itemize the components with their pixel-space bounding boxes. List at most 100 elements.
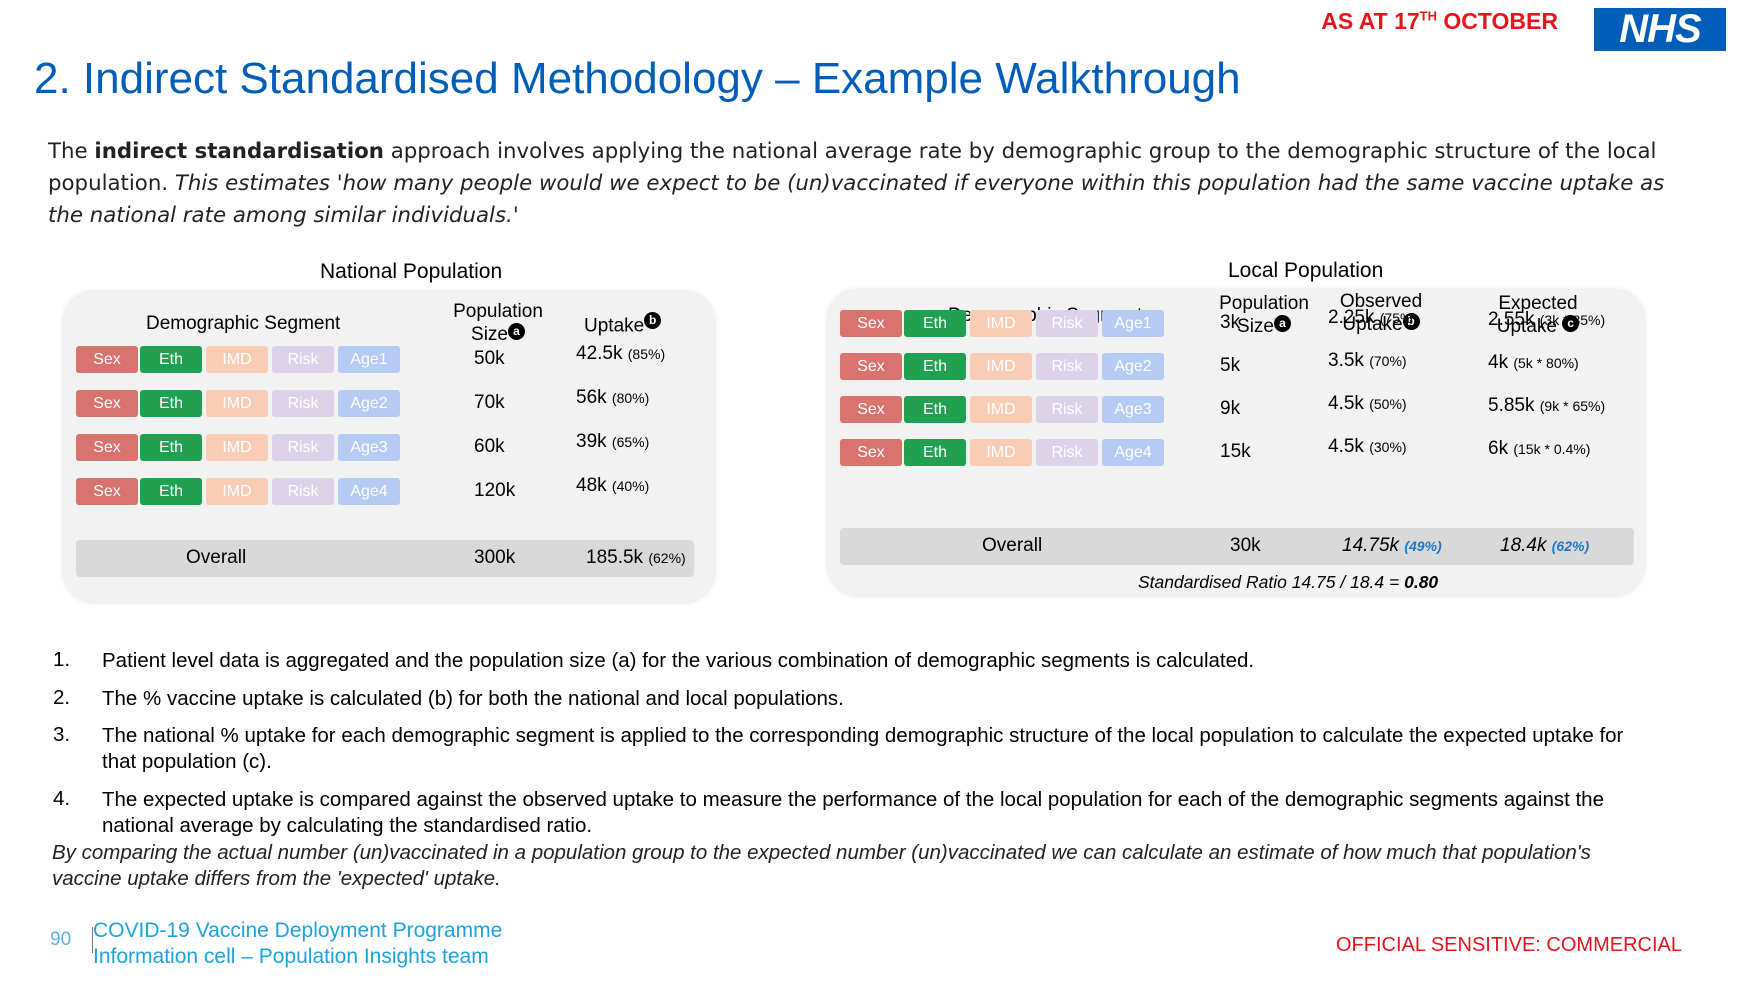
national-pop-cell: 70k bbox=[474, 392, 505, 413]
local-observed-cell: 4.5k (30%) bbox=[1328, 436, 1407, 458]
uptake-pct: (65%) bbox=[611, 434, 650, 450]
observed-pct: (75%) bbox=[1379, 310, 1418, 326]
standardised-ratio: Standardised Ratio 14.75 / 18.4 = 0.80 bbox=[1138, 572, 1439, 592]
local-overall-label: Overall bbox=[982, 535, 1043, 556]
segment-chip: Eth bbox=[140, 478, 202, 505]
page-title: 2. Indirect Standardised Methodology – E… bbox=[34, 54, 1241, 103]
expected-calc: (15k * 0.4%) bbox=[1513, 441, 1591, 457]
national-uptake-cell: 48k (40%) bbox=[576, 475, 649, 497]
uptake-value: 56k bbox=[576, 387, 607, 408]
local-observed-cell: 2.25k (75%) bbox=[1328, 307, 1417, 329]
local-observed-cell: 3.5k (70%) bbox=[1328, 350, 1407, 372]
segment-chip: Sex bbox=[840, 353, 902, 380]
national-uptake-cell: 39k (65%) bbox=[576, 431, 649, 453]
local-overall-pop: 30k bbox=[1230, 535, 1261, 556]
uptake-value: 42.5k bbox=[576, 343, 623, 364]
uptake-pct: (80%) bbox=[611, 390, 650, 406]
observed-pct: (30%) bbox=[1369, 439, 1407, 455]
segment-chip: Eth bbox=[140, 434, 202, 461]
segment-chip: IMD bbox=[970, 310, 1032, 337]
local-expected-cell: 5.85k (9k * 65%) bbox=[1488, 395, 1605, 417]
segment-chip: Risk bbox=[1036, 439, 1098, 466]
uptake-value: 48k bbox=[576, 475, 607, 496]
uptake-pct: (85%) bbox=[627, 346, 666, 362]
segment-chip: Age2 bbox=[1102, 353, 1164, 380]
local-col-observed: Observed Uptake b bbox=[1339, 291, 1423, 335]
segment-chip: IMD bbox=[970, 439, 1032, 466]
local-pop-cell: 5k bbox=[1220, 355, 1241, 376]
national-panel-title: National Population bbox=[320, 260, 503, 283]
national-uptake-cell: 42.5k (85%) bbox=[576, 343, 665, 365]
segment-chip: Age4 bbox=[338, 478, 400, 505]
local-overall-expected: 18.4k (62%) bbox=[1500, 535, 1590, 556]
segment-chip: Risk bbox=[1036, 310, 1098, 337]
local-panel-title: Local Population bbox=[1228, 259, 1384, 282]
footer-divider bbox=[92, 927, 93, 953]
segment-chip: Risk bbox=[272, 390, 334, 417]
local-overall-observed: 14.75k (49%) bbox=[1342, 535, 1442, 556]
national-overall-row: Overall 300k 185.5k (62%) bbox=[76, 540, 694, 577]
expected-calc: (3k * 85%) bbox=[1539, 312, 1606, 328]
segment-chip: IMD bbox=[206, 434, 268, 461]
as-at-date: AS AT 17TH OCTOBER bbox=[1321, 8, 1558, 34]
badge-a-icon: a bbox=[1273, 315, 1291, 332]
segment-chip: Sex bbox=[76, 478, 138, 505]
segment-chip: Eth bbox=[904, 353, 966, 380]
segment-chip: Age1 bbox=[1102, 310, 1164, 337]
national-overall-label: Overall bbox=[186, 547, 247, 568]
segment-chip: Risk bbox=[272, 478, 334, 505]
segment-chip: Risk bbox=[1036, 396, 1098, 423]
badge-b-icon: b bbox=[644, 312, 662, 329]
observed-value: 2.25k bbox=[1328, 307, 1375, 328]
expected-value: 6k bbox=[1488, 438, 1509, 459]
footer-programme: COVID-19 Vaccine Deployment Programme Inf… bbox=[93, 919, 503, 968]
nhs-logo: NHS bbox=[1594, 8, 1726, 51]
national-col-population: Population Size a bbox=[453, 301, 543, 345]
local-expected-cell: 6k (15k * 0.4%) bbox=[1488, 438, 1590, 460]
segment-chip: Sex bbox=[76, 346, 138, 373]
segment-chip: IMD bbox=[206, 390, 268, 417]
observed-value: 4.5k bbox=[1328, 393, 1364, 414]
national-col-segment: Demographic Segment bbox=[146, 313, 341, 334]
national-col-uptake: Uptake b bbox=[584, 312, 662, 337]
segment-chip: Eth bbox=[140, 390, 202, 417]
observed-value: 4.5k bbox=[1328, 436, 1364, 457]
national-overall-pop: 300k bbox=[474, 547, 516, 568]
expected-calc: (9k * 65%) bbox=[1539, 398, 1606, 414]
segment-chip: Sex bbox=[76, 434, 138, 461]
national-panel: Demographic Segment Population Size a Upt… bbox=[64, 292, 714, 602]
observed-pct: (70%) bbox=[1369, 353, 1407, 369]
badge-c-icon: c bbox=[1562, 315, 1580, 332]
segment-chip: Risk bbox=[272, 434, 334, 461]
segment-chip: Eth bbox=[140, 346, 202, 373]
national-pop-cell: 60k bbox=[474, 436, 505, 457]
uptake-value: 39k bbox=[576, 431, 607, 452]
segment-chip: Eth bbox=[904, 310, 966, 337]
segment-chip: IMD bbox=[970, 353, 1032, 380]
local-observed-cell: 4.5k (50%) bbox=[1328, 393, 1407, 415]
page-number: 90 bbox=[50, 929, 72, 950]
uptake-pct: (40%) bbox=[611, 478, 650, 494]
local-col-population: Population Size a bbox=[1219, 293, 1309, 337]
local-expected-cell: 2.55k (3k * 85%) bbox=[1488, 309, 1605, 331]
segment-chip: Age2 bbox=[338, 390, 400, 417]
segment-chip: Eth bbox=[904, 439, 966, 466]
badge-a-icon: a bbox=[507, 323, 525, 340]
local-expected-cell: 4k (5k * 80%) bbox=[1488, 352, 1579, 374]
segment-chip: Age4 bbox=[1102, 439, 1164, 466]
local-pop-cell: 9k bbox=[1220, 398, 1241, 419]
closing-note: By comparing the actual number (un)vacci… bbox=[52, 841, 1591, 890]
segment-chip: IMD bbox=[206, 478, 268, 505]
expected-value: 4k bbox=[1488, 352, 1509, 373]
classification-label: OFFICIAL SENSITIVE: COMMERCIAL bbox=[1336, 934, 1682, 956]
national-overall-uptake: 185.5k (62%) bbox=[586, 547, 686, 568]
local-pop-cell: 3k bbox=[1220, 312, 1241, 333]
segment-chip: Sex bbox=[840, 396, 902, 423]
national-pop-cell: 120k bbox=[474, 480, 516, 501]
segment-chip: Eth bbox=[904, 396, 966, 423]
segment-chip: Sex bbox=[840, 439, 902, 466]
expected-value: 5.85k bbox=[1488, 395, 1535, 416]
segment-chip: IMD bbox=[970, 396, 1032, 423]
intro-paragraph: The indirect standardisation approach in… bbox=[48, 139, 1665, 228]
